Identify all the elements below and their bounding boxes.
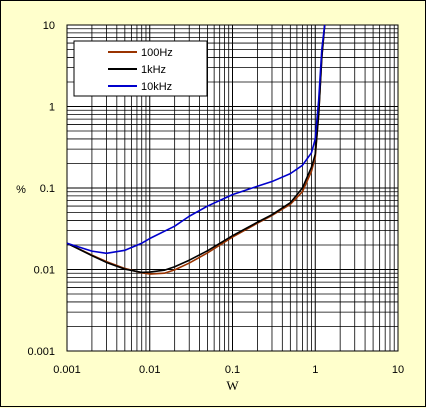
legend-label: 1kHz — [141, 64, 166, 76]
y-axis-title: % — [16, 184, 26, 196]
plot-border — [66, 24, 399, 352]
legend-box — [73, 40, 208, 97]
x-tick-label: 0.01 — [139, 364, 160, 376]
y-tick-label: 0.001 — [27, 346, 55, 358]
y-tick-label: 10 — [43, 20, 55, 32]
y-tick-label: 0.01 — [34, 265, 55, 277]
y-tick-label: 0.1 — [40, 183, 55, 195]
y-tick-label: 1 — [49, 102, 55, 114]
series-line-1kHz — [66, 24, 326, 274]
series-lines — [66, 24, 326, 275]
tick-labels: 0.001 0.01 0.1 1 10 0.001 0.01 0.1 1 10 — [27, 20, 404, 376]
x-tick-label: 0.1 — [225, 364, 240, 376]
x-tick-label: 10 — [392, 364, 404, 376]
x-axis-title: W — [226, 378, 239, 393]
legend: 100Hz 1kHz 10kHz — [73, 40, 208, 97]
legend-label: 100Hz — [141, 47, 173, 59]
x-tick-label: 0.001 — [53, 364, 81, 376]
legend-label: 10kHz — [141, 81, 172, 93]
x-tick-label: 1 — [312, 364, 318, 376]
series-line-10kHz — [66, 24, 326, 255]
